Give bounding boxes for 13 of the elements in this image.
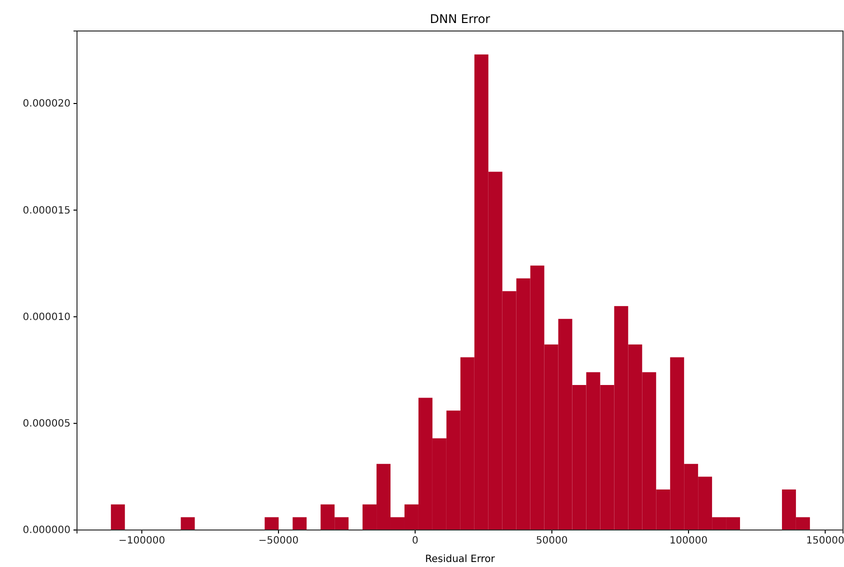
x-tick-label: 0 <box>412 536 418 547</box>
x-tick-label: 150000 <box>806 536 844 547</box>
y-tick-label: 0.000015 <box>22 205 70 216</box>
x-axis-title: Residual Error <box>425 554 496 565</box>
x-tick-label: −100000 <box>118 536 166 547</box>
x-tick-label: −50000 <box>258 536 299 547</box>
y-tick-label: 0.000010 <box>22 312 70 323</box>
y-tick-label: 0.000005 <box>22 418 70 430</box>
chart-title: DNN Error <box>430 12 490 26</box>
y-tick-label: 0.000020 <box>22 98 70 110</box>
x-tick-label: 100000 <box>669 536 708 547</box>
x-tick-label: 50000 <box>536 536 568 547</box>
y-tick-label: 0.000000 <box>22 525 70 536</box>
